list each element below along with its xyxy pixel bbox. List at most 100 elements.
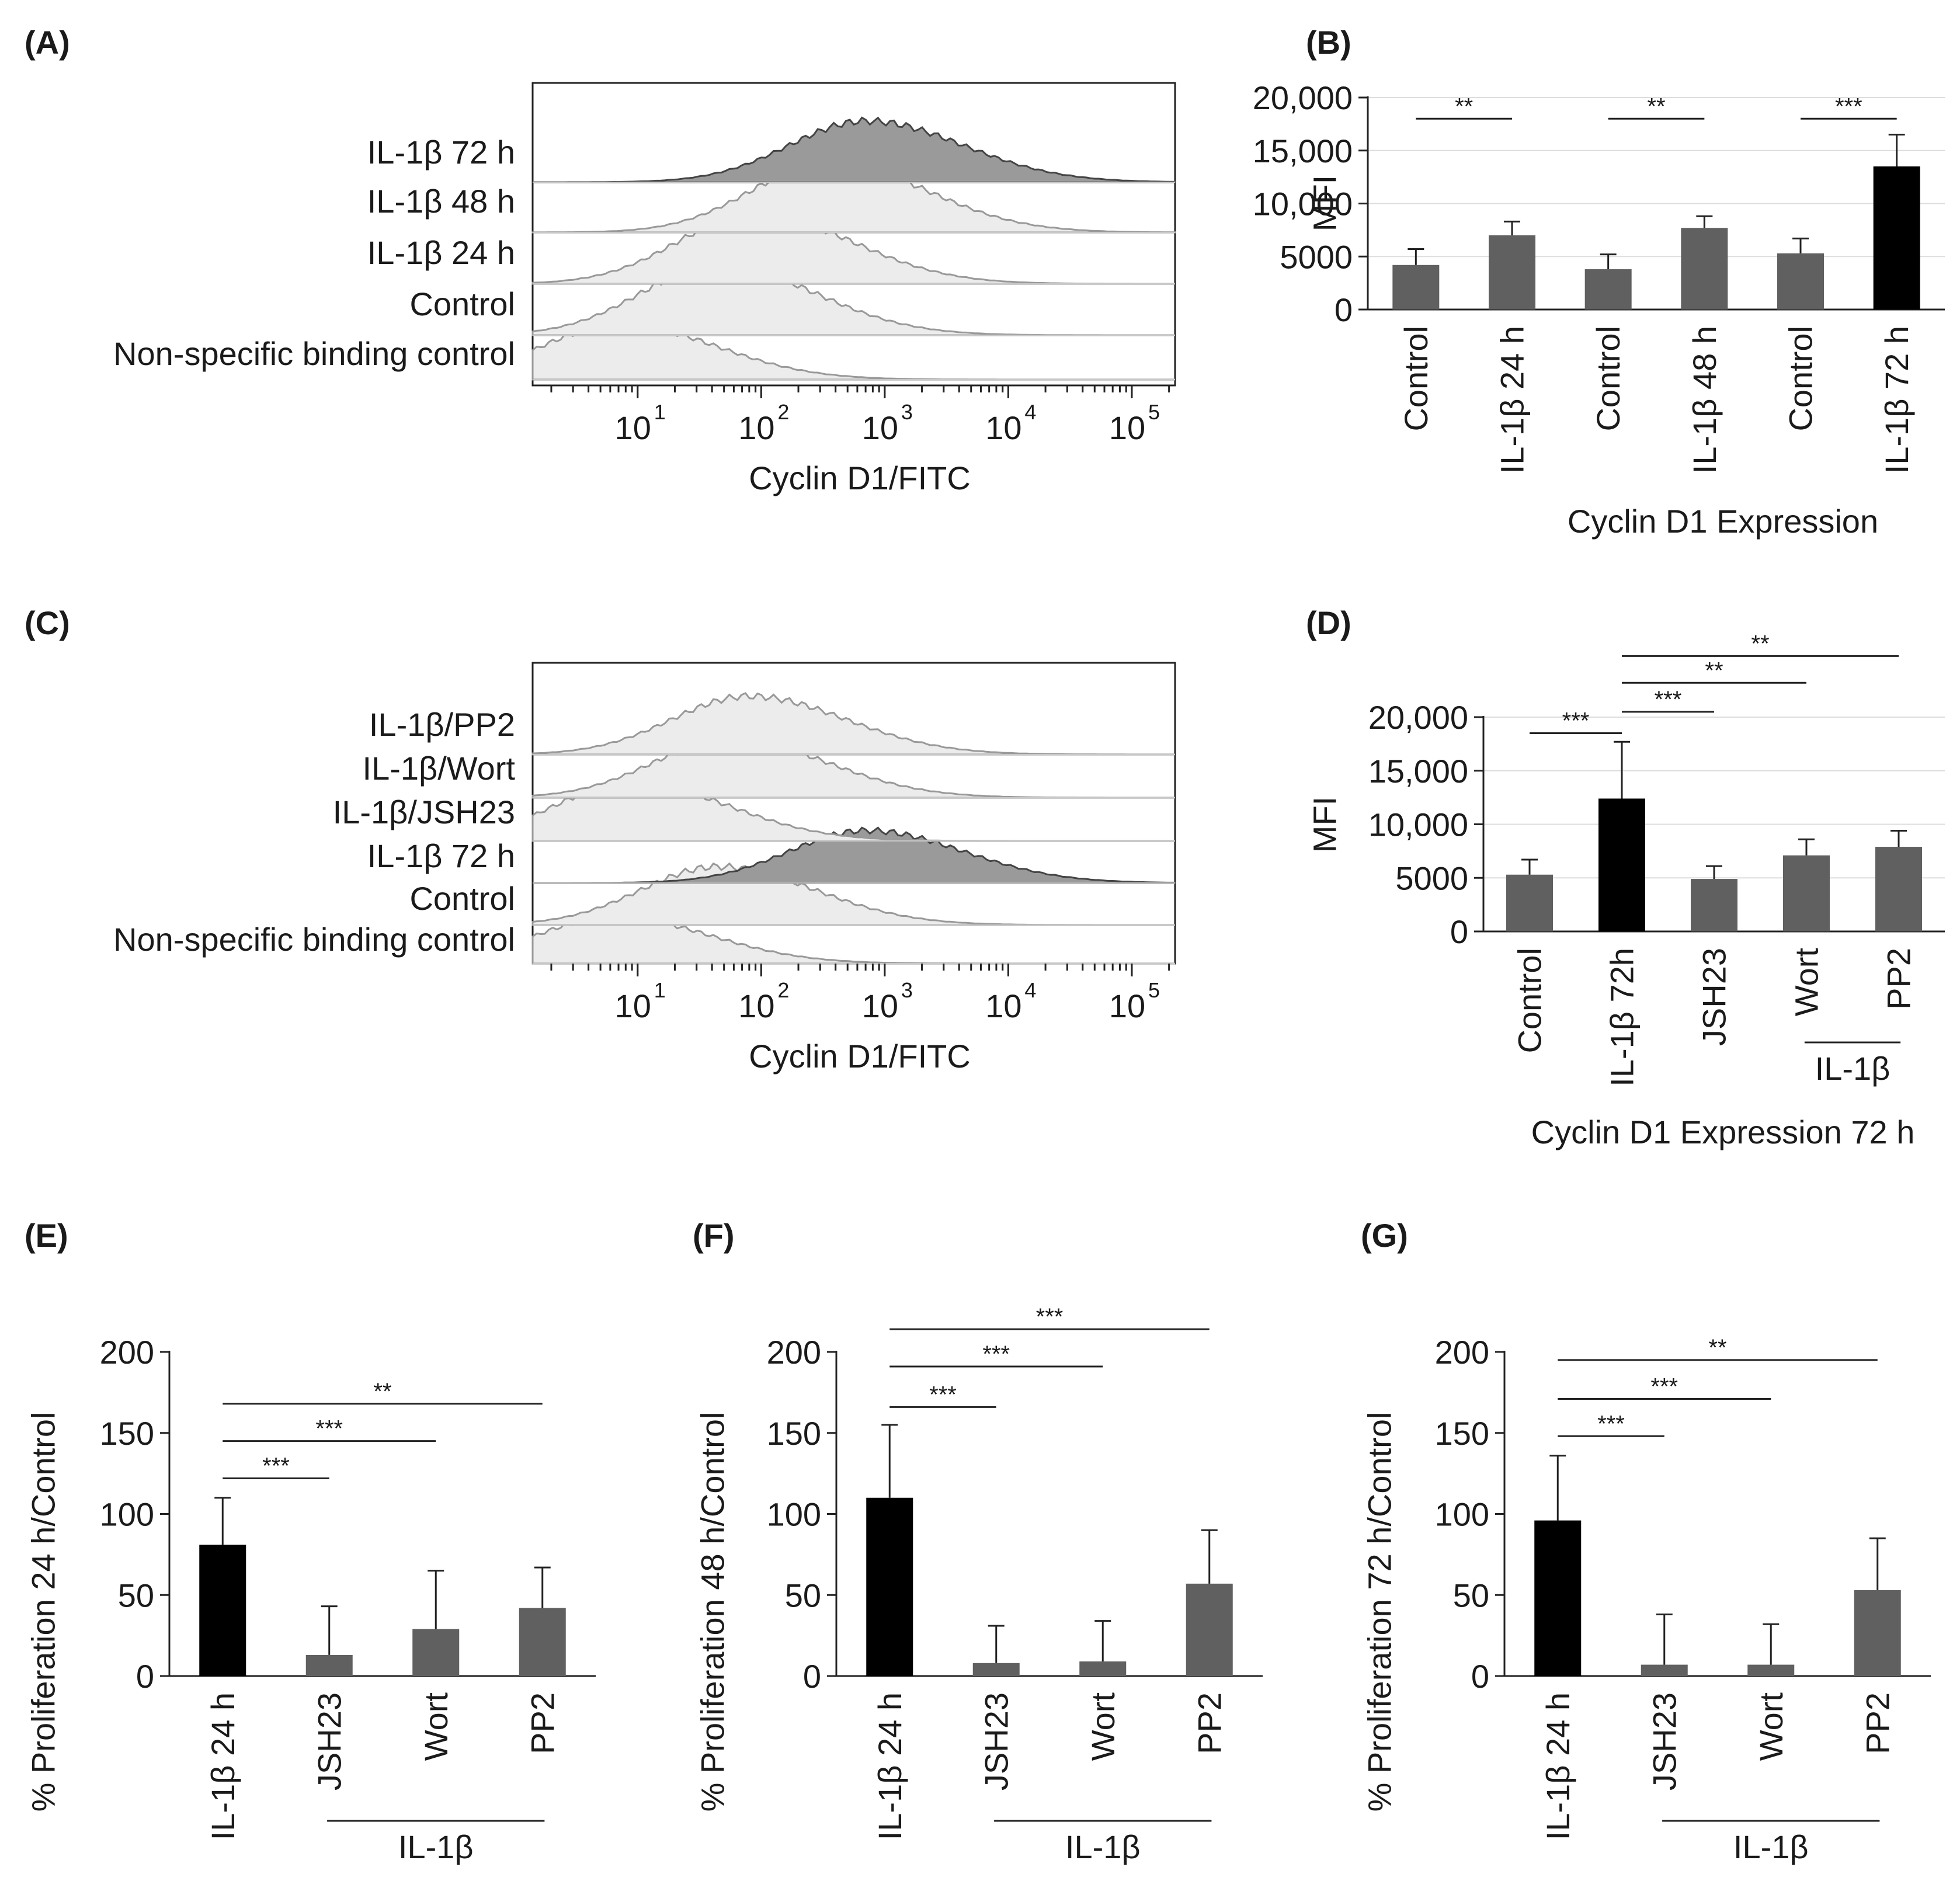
x-tick-exponent: 1 <box>654 400 666 424</box>
bar <box>1641 1664 1688 1676</box>
bar <box>1584 269 1632 310</box>
x-tick-label: 10 <box>1109 988 1145 1024</box>
x-tick-label: 10 <box>985 988 1021 1024</box>
bar <box>1534 1520 1582 1676</box>
x-tick-exponent: 3 <box>901 400 913 424</box>
x-tick-exponent: 2 <box>777 400 789 424</box>
y-tick-label: 200 <box>100 1334 154 1371</box>
y-tick-label: 150 <box>100 1415 154 1452</box>
x-category-label: JSH23 <box>978 1692 1014 1790</box>
x-tick-label: 10 <box>615 409 651 446</box>
bar <box>519 1608 566 1676</box>
bar <box>1747 1664 1795 1676</box>
x-tick-label: 10 <box>615 988 651 1024</box>
x-axis-title: Cyclin D1 Expression <box>1568 503 1878 540</box>
x-tick-label: 10 <box>1109 409 1145 446</box>
bar <box>1506 874 1553 931</box>
bar <box>1873 166 1920 310</box>
bar <box>1681 228 1728 310</box>
y-axis-title-wrap: % Proliferation 24 h/Control <box>25 1412 62 1812</box>
x-category-label-wrap: Wort <box>1753 1692 1789 1761</box>
y-tick-label: 200 <box>1435 1334 1489 1371</box>
x-tick-label: 10 <box>862 988 898 1024</box>
significance-label: ** <box>1708 1335 1726 1361</box>
significance-label: ** <box>1705 658 1723 683</box>
histogram-trace <box>531 692 1175 756</box>
significance-label: ** <box>1647 93 1665 119</box>
significance-label: ** <box>373 1379 391 1404</box>
significance-label: *** <box>929 1382 957 1407</box>
x-category-label-wrap: Wort <box>418 1692 454 1761</box>
y-tick-label: 50 <box>118 1577 154 1614</box>
plot-frame <box>531 82 1176 387</box>
x-category-label-wrap: Control <box>1782 326 1819 432</box>
track-label: Control <box>409 286 515 322</box>
significance-label: *** <box>315 1416 343 1442</box>
x-category-label-wrap: IL-1β 24 h <box>1494 326 1531 474</box>
y-tick-label: 5000 <box>1280 238 1353 275</box>
y-tick-label: 0 <box>136 1658 154 1695</box>
bar <box>972 1663 1020 1676</box>
bar <box>866 1497 913 1676</box>
x-category-label-wrap: PP2 <box>1191 1692 1228 1754</box>
x-axis-title: Cyclin D1 Expression 72 h <box>1531 1114 1915 1150</box>
y-axis-title-wrap: % Proliferation 72 h/Control <box>1361 1412 1398 1812</box>
y-axis-title: MFI <box>1306 175 1343 231</box>
panel-letter: (A) <box>25 24 70 61</box>
x-tick-label: 10 <box>738 988 774 1024</box>
x-tick-label: 10 <box>862 409 898 446</box>
bar <box>1079 1661 1127 1676</box>
y-tick-label: 150 <box>1435 1415 1489 1452</box>
x-category-label: IL-1β 72 h <box>1878 326 1915 474</box>
significance-label: ** <box>1455 93 1473 119</box>
group-label: IL-1β <box>1065 1828 1141 1865</box>
x-tick-label: 10 <box>985 409 1021 446</box>
histogram-trace <box>533 826 1176 884</box>
x-category-label: JSH23 <box>311 1692 347 1790</box>
x-tick-exponent: 3 <box>901 978 913 1002</box>
significance-label: *** <box>1562 708 1590 734</box>
x-category-label: Control <box>1590 326 1627 432</box>
significance-label: *** <box>1036 1304 1064 1330</box>
bar-panel-D: (D) 0 5000 10,000 15,000 20,000 Control IL-1β 7… <box>1306 604 1945 1150</box>
track-label: IL-1β 48 h <box>367 183 515 220</box>
x-category-label-wrap: Control <box>1398 326 1434 432</box>
bar-panel-F: (F) 0 50 100 150 200 IL-1β 24 h JSH23 Wort PP2 ***… <box>693 1217 1263 1865</box>
y-tick-label: 150 <box>767 1415 821 1452</box>
track-label: IL-1β 24 h <box>367 234 515 271</box>
track-label: IL-1β 72 h <box>367 837 515 874</box>
x-tick-label: 10 <box>738 409 774 446</box>
bar-panel-B: (B) 0 5000 10,000 15,000 20,000 Control IL-1β 2… <box>1253 24 1945 540</box>
x-category-label: Control <box>1782 326 1819 432</box>
x-category-label: Wort <box>418 1692 454 1761</box>
x-axis-title: Cyclin D1/FITC <box>749 460 971 496</box>
significance-label: ** <box>1751 631 1769 656</box>
y-tick-label: 0 <box>803 1658 821 1695</box>
x-category-label-wrap: IL-1β 72 h <box>1878 326 1915 474</box>
significance-label: *** <box>1597 1411 1625 1437</box>
y-tick-label: 20,000 <box>1368 699 1468 736</box>
y-tick-label: 100 <box>100 1496 154 1533</box>
y-tick-label: 50 <box>785 1577 821 1614</box>
x-category-label: Wort <box>1753 1692 1789 1761</box>
bar <box>1598 798 1645 931</box>
x-category-label: Control <box>1398 326 1434 432</box>
track-label: IL-1β/JSH23 <box>333 794 515 830</box>
significance-label: *** <box>982 1341 1010 1367</box>
panel-letter: (B) <box>1306 24 1351 61</box>
group-label: IL-1β <box>398 1828 474 1865</box>
y-tick-label: 100 <box>767 1496 821 1533</box>
significance-label: *** <box>262 1453 290 1479</box>
significance-label: *** <box>1655 687 1682 712</box>
x-category-label: IL-1β 24 h <box>1494 326 1531 474</box>
y-axis-title: % Proliferation 24 h/Control <box>25 1412 62 1812</box>
x-category-label-wrap: PP2 <box>1881 948 1917 1010</box>
bar <box>1875 847 1922 931</box>
panel-letter: (D) <box>1306 604 1351 641</box>
y-tick-label: 0 <box>1450 913 1468 950</box>
x-tick-exponent: 5 <box>1148 978 1160 1002</box>
group-label: IL-1β <box>1815 1050 1891 1087</box>
